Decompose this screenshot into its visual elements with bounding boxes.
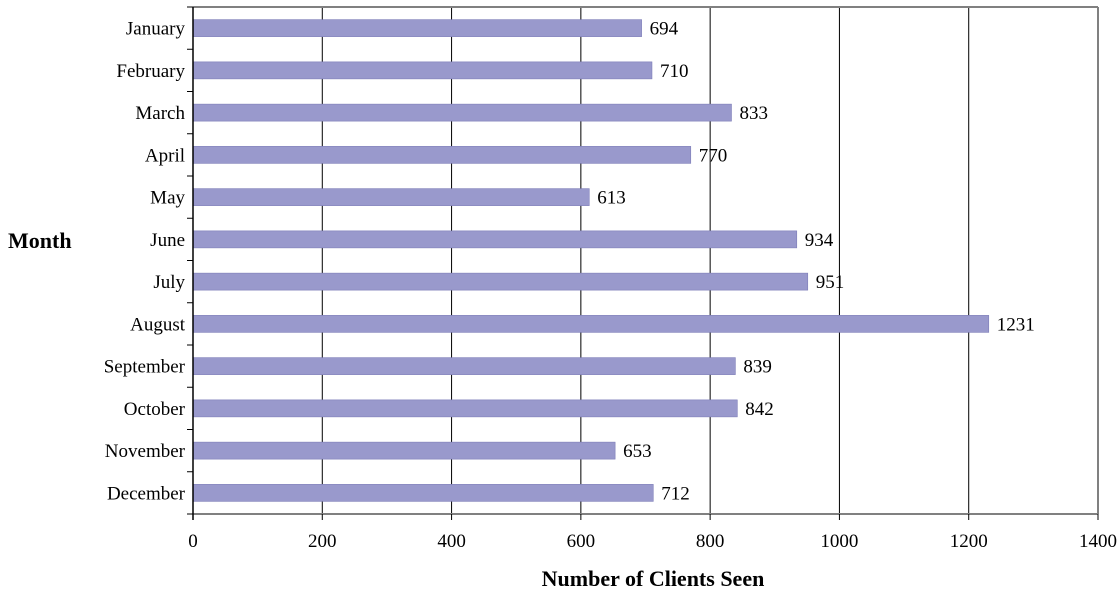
data-label-august: 1231 — [997, 314, 1035, 335]
data-label-june: 934 — [805, 230, 834, 251]
bar-january — [192, 19, 642, 37]
x-tick-label-1000: 1000 — [820, 531, 858, 552]
bar-october — [192, 399, 738, 418]
category-label-february: February — [116, 61, 185, 82]
x-tick-label-0: 0 — [188, 531, 198, 552]
category-label-july: July — [153, 272, 185, 293]
category-label-april: April — [145, 145, 185, 166]
bar-june — [192, 230, 798, 249]
category-label-august: August — [130, 314, 186, 335]
bar-december — [192, 484, 654, 502]
bar-july — [192, 272, 809, 291]
grid-layer — [321, 7, 970, 514]
bar-may — [192, 188, 590, 206]
y-axis-title: Month — [8, 228, 72, 253]
bar-november — [192, 441, 616, 460]
category-label-january: January — [126, 19, 186, 40]
bar-august — [192, 315, 990, 333]
axis-layer — [187, 6, 1099, 520]
x-tick-label-1200: 1200 — [950, 531, 988, 552]
data-label-january: 694 — [650, 19, 679, 40]
data-label-february: 710 — [660, 61, 689, 82]
data-label-october: 842 — [745, 399, 774, 420]
category-label-may: May — [150, 188, 185, 209]
data-label-may: 613 — [597, 188, 626, 209]
data-label-july: 951 — [816, 272, 845, 293]
bar-september — [192, 357, 736, 375]
data-label-december: 712 — [661, 483, 690, 504]
x-tick-label-600: 600 — [567, 531, 596, 552]
bar-february — [192, 61, 653, 80]
label-layer: 694 January 710 February 833 March 770 April 613… — [104, 19, 1117, 552]
category-label-september: September — [104, 357, 186, 378]
data-label-november: 653 — [623, 441, 652, 462]
data-label-september: 839 — [743, 357, 772, 378]
bar-april — [192, 146, 692, 164]
category-label-december: December — [107, 483, 186, 504]
x-tick-label-800: 800 — [696, 531, 725, 552]
x-axis-title: Number of Clients Seen — [542, 566, 765, 591]
category-label-march: March — [135, 103, 185, 124]
x-tick-label-200: 200 — [308, 531, 337, 552]
x-tick-label-400: 400 — [437, 531, 466, 552]
data-label-april: 770 — [699, 145, 728, 166]
bar-march — [192, 103, 732, 122]
category-label-june: June — [150, 230, 185, 251]
data-label-march: 833 — [739, 103, 768, 124]
category-label-november: November — [105, 441, 186, 462]
category-label-october: October — [124, 399, 186, 420]
x-tick-label-1400: 1400 — [1079, 531, 1117, 552]
bar-layer — [192, 19, 990, 502]
